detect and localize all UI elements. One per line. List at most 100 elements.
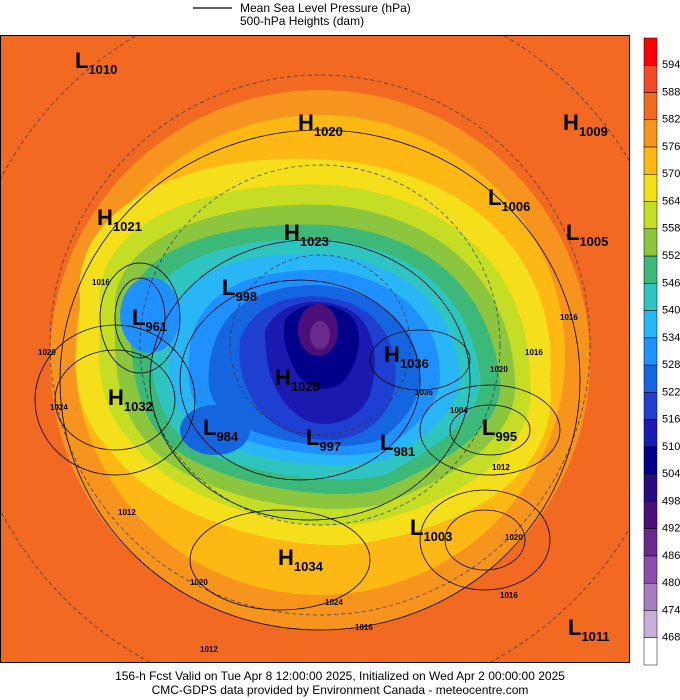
colorbar-label: 546 <box>662 277 680 289</box>
pressure-center: L961 <box>132 305 167 334</box>
colorbar-box <box>643 446 658 475</box>
height-fill <box>180 405 250 455</box>
pressure-center: H1020 <box>298 110 343 139</box>
center-kind: L <box>75 48 88 73</box>
center-value: 998 <box>235 289 257 304</box>
colorbar-box <box>643 283 658 311</box>
colorbar-box <box>643 174 658 202</box>
contour-label: 1016 <box>92 278 110 287</box>
contour-label: 1020 <box>505 533 523 542</box>
center-kind: H <box>563 110 579 135</box>
colorbar-label: 594 <box>662 59 680 71</box>
center-kind: L <box>410 515 423 540</box>
colorbar-box <box>643 92 658 121</box>
pressure-center: H1028 <box>275 365 320 394</box>
contour-label: 1004 <box>450 406 468 415</box>
legend-label: 500-hPa Heights (dam) <box>240 14 364 28</box>
colorbar-label: 486 <box>662 550 680 562</box>
colorbar-box <box>643 582 658 611</box>
colorbar-box <box>643 310 658 339</box>
pressure-center: L1011 <box>568 615 610 644</box>
contour-label: 1016 <box>525 348 543 357</box>
colorbar-box <box>643 65 658 93</box>
colorbar-box <box>643 364 658 393</box>
center-kind: L <box>132 305 145 330</box>
contour-label: 1016 <box>560 313 578 322</box>
contour-label: 1020 <box>190 578 208 587</box>
center-kind: H <box>278 545 294 570</box>
center-kind: H <box>108 385 124 410</box>
center-value: 1028 <box>291 379 320 394</box>
center-value: 1034 <box>294 559 324 574</box>
contour-label: 1012 <box>118 508 136 517</box>
pressure-center: H1036 <box>384 342 429 371</box>
center-value: 981 <box>393 444 415 459</box>
contour-label: 1016 <box>355 623 373 632</box>
center-kind: L <box>568 615 581 640</box>
pressure-center: L984 <box>203 415 239 444</box>
pressure-center: H1009 <box>563 110 608 139</box>
colorbar-label: 504 <box>662 468 680 480</box>
colorbar-label: 570 <box>662 168 680 180</box>
colorbar-label: 474 <box>662 604 680 616</box>
height-fill <box>120 277 180 353</box>
center-value: 1023 <box>300 234 329 249</box>
colorbar-box <box>643 555 658 584</box>
colorbar-label: 534 <box>662 332 680 344</box>
center-kind: H <box>384 342 400 367</box>
pressure-center: H1032 <box>108 385 153 414</box>
center-value: 961 <box>145 319 167 334</box>
center-kind: H <box>97 205 113 230</box>
colorbar-label: 576 <box>662 141 680 153</box>
center-value: 1009 <box>579 124 608 139</box>
colorbar-box <box>643 201 658 230</box>
pressure-center: L998 <box>222 275 257 304</box>
pressure-center: L1006 <box>488 185 530 214</box>
height-fill <box>310 321 330 349</box>
pressure-center: L995 <box>482 415 517 444</box>
colorbar-box <box>643 501 658 529</box>
center-value: 1020 <box>314 124 343 139</box>
center-value: 1006 <box>501 199 530 214</box>
colorbar-label: 564 <box>662 195 680 207</box>
pressure-center: L1005 <box>566 220 608 249</box>
contour-label: 1016 <box>500 591 518 600</box>
center-kind: H <box>275 365 291 390</box>
pressure-center: L997 <box>306 425 341 454</box>
colorbar-label: 522 <box>662 386 680 398</box>
colorbar-box <box>643 119 658 148</box>
pressure-center: L1003 <box>410 515 452 544</box>
map-frame <box>0 35 630 663</box>
pressure-center: L981 <box>380 430 415 459</box>
colorbar-box <box>643 37 658 66</box>
colorbar-box <box>643 146 658 175</box>
center-value: 997 <box>319 439 341 454</box>
center-kind: L <box>306 425 319 450</box>
colorbar-box <box>643 528 658 557</box>
colorbar-box <box>643 228 658 257</box>
footer-text: CMC-GDPS data provided by Environment Ca… <box>152 683 529 697</box>
pressure-center: H1023 <box>284 220 329 249</box>
center-value: 984 <box>216 429 238 444</box>
center-value: 1032 <box>124 399 153 414</box>
center-kind: H <box>298 110 314 135</box>
center-value: 1036 <box>400 356 429 371</box>
colorbar-label: 516 <box>662 414 680 426</box>
center-kind: L <box>203 415 216 440</box>
footer-text: 156-h Fcst Valid on Tue Apr 8 12:00:00 2… <box>115 669 565 683</box>
colorbar-label: 498 <box>662 495 680 507</box>
center-value: 1003 <box>423 529 452 544</box>
contour-label: 1024 <box>325 598 343 607</box>
center-kind: L <box>222 275 235 300</box>
center-kind: H <box>284 220 300 245</box>
colorbar-box <box>643 610 658 638</box>
colorbar-label: 588 <box>662 86 680 98</box>
contour-label: 1020 <box>490 365 508 374</box>
isobars <box>34 129 581 631</box>
center-kind: L <box>566 220 579 245</box>
colorbar-label: 528 <box>662 359 680 371</box>
legend-label: Mean Sea Level Pressure (hPa) <box>240 1 411 15</box>
